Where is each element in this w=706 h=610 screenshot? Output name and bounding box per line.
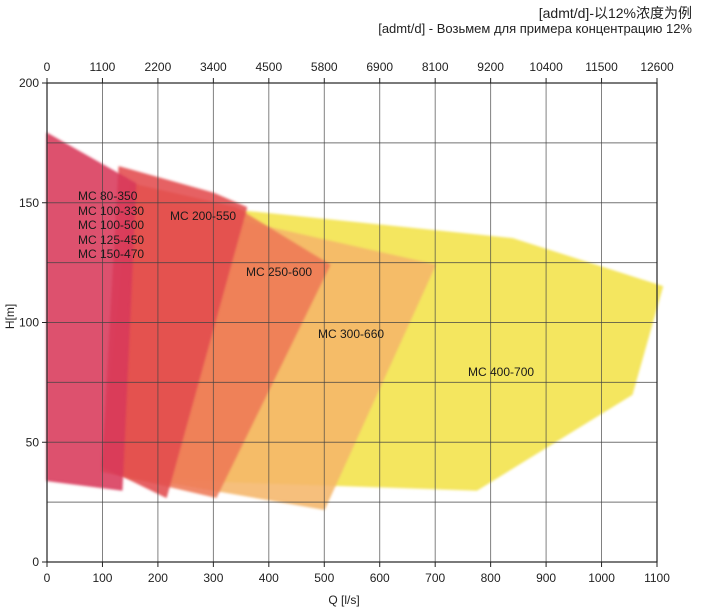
x-tick-label-7: 700 [425, 571, 445, 585]
x-tick-label-8: 800 [481, 571, 501, 585]
region-label-4-3: MC 125-450 [78, 233, 144, 247]
region-label-4-2: MC 100-500 [78, 218, 144, 232]
chart-header-line-1: [admt/d]-以12%浓度为例 [538, 5, 692, 21]
top-tick-label-1: 1100 [90, 60, 116, 74]
region-label-2-0: MC 250-600 [246, 265, 312, 279]
top-tick-label-8: 9200 [477, 60, 504, 74]
region-label-0-0: MC 400-700 [468, 365, 534, 379]
top-tick-label-2: 2200 [145, 60, 172, 74]
x-axis-title: Q [l/s] [328, 593, 359, 607]
y-tick-label-2: 100 [19, 316, 39, 330]
top-tick-label-6: 6900 [366, 60, 393, 74]
grid-layer [46, 82, 658, 563]
top-tick-label-4: 4500 [255, 60, 282, 74]
top-tick-label-7: 8100 [422, 60, 449, 74]
x-tick-label-2: 200 [148, 571, 168, 585]
y-tick-label-1: 50 [26, 435, 40, 449]
y-tick-label-4: 200 [19, 76, 39, 90]
region-label-1-0: MC 300-660 [318, 327, 384, 341]
y-axis-title: H[m] [3, 304, 17, 329]
x-tick-label-1: 100 [92, 571, 112, 585]
top-tick-label-3: 3400 [200, 60, 227, 74]
y-tick-label-3: 150 [19, 196, 39, 210]
x-tick-label-10: 1000 [588, 571, 615, 585]
x-tick-label-0: 0 [44, 571, 51, 585]
x-tick-label-4: 400 [259, 571, 279, 585]
x-tick-label-5: 500 [314, 571, 334, 585]
region-label-4-4: MC 150-470 [78, 247, 144, 261]
y-tick-label-0: 0 [32, 555, 39, 569]
top-tick-label-9: 10400 [529, 60, 563, 74]
region-label-4-1: MC 100-330 [78, 204, 144, 218]
x-tick-label-3: 300 [203, 571, 223, 585]
x-tick-label-11: 1100 [644, 571, 670, 585]
x-tick-label-6: 600 [370, 571, 390, 585]
top-tick-label-11: 12600 [640, 60, 674, 74]
labels-layer: MC 400-700 MC 300-660 MC 250-600 MC 200-550… [78, 189, 534, 379]
regions-layer [46, 132, 664, 510]
region-4 [46, 132, 137, 491]
chart-header-line-2: [admt/d] - Возьмем для примера концентра… [378, 21, 692, 36]
x-tick-label-9: 900 [536, 571, 556, 585]
top-tick-label-10: 11500 [585, 60, 618, 74]
region-label-3-0: MC 200-550 [170, 209, 236, 223]
top-tick-label-5: 5800 [311, 60, 338, 74]
top-tick-label-0: 0 [44, 60, 51, 74]
region-label-4-0: MC 80-350 [78, 189, 138, 203]
